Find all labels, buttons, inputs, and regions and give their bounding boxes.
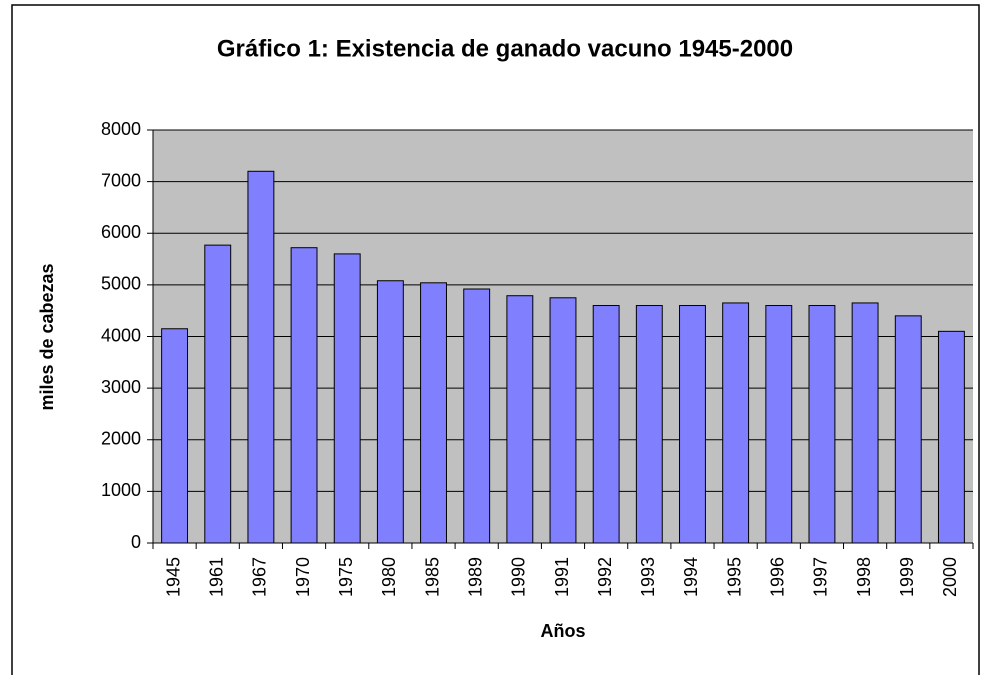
y-axis-label: miles de cabezas <box>37 263 57 410</box>
bar <box>851 302 879 544</box>
x-tick-label: 1990 <box>509 557 529 597</box>
x-tick-label: 1999 <box>897 557 917 597</box>
x-tick-label: 1967 <box>250 557 270 597</box>
bar <box>333 253 361 544</box>
x-tick-label: 1991 <box>552 557 572 597</box>
x-tick-label: 1989 <box>465 557 485 597</box>
x-tick-label: 1970 <box>293 557 313 597</box>
y-tick-label: 4000 <box>101 325 141 345</box>
y-tick-label: 5000 <box>101 274 141 294</box>
y-tick-label: 6000 <box>101 222 141 242</box>
bar <box>549 297 577 544</box>
bar <box>376 280 404 544</box>
x-tick-label: 1992 <box>595 557 615 597</box>
x-axis-label: Años <box>541 621 586 641</box>
x-tick-label: 1993 <box>638 557 658 597</box>
x-tick-label: 1996 <box>768 557 788 597</box>
bar <box>679 305 706 544</box>
bar <box>765 305 793 544</box>
bar <box>204 244 232 544</box>
y-tick-label: 1000 <box>101 480 141 500</box>
x-tick-label: 1945 <box>163 557 183 597</box>
x-tick-label: 1998 <box>854 557 874 597</box>
y-tick-label: 3000 <box>101 377 141 397</box>
bar <box>161 328 189 544</box>
x-tick-label: 1994 <box>681 557 701 597</box>
y-tick-label: 0 <box>131 532 141 552</box>
bar <box>247 170 275 544</box>
bar <box>506 295 534 544</box>
bar <box>937 330 965 544</box>
x-tick-label: 1961 <box>206 557 226 597</box>
x-tick-label: 1997 <box>811 557 831 597</box>
y-tick-label: 8000 <box>101 119 141 139</box>
y-tick-label: 2000 <box>101 429 141 449</box>
x-tick-label: 1975 <box>336 557 356 597</box>
bar <box>463 288 491 544</box>
bar <box>722 302 750 544</box>
bar <box>420 282 447 544</box>
bar <box>894 315 922 544</box>
y-tick-label: 7000 <box>101 170 141 190</box>
x-tick-label: 1985 <box>422 557 442 597</box>
x-tick-label: 2000 <box>940 557 960 597</box>
x-tick-label: 1995 <box>724 557 744 597</box>
bar <box>290 247 318 544</box>
x-tick-label: 1980 <box>379 557 399 597</box>
bar <box>635 305 663 544</box>
bar <box>592 305 620 544</box>
chart-title: Gráfico 1: Existencia de ganado vacuno 1… <box>217 35 793 62</box>
bar <box>808 305 836 544</box>
